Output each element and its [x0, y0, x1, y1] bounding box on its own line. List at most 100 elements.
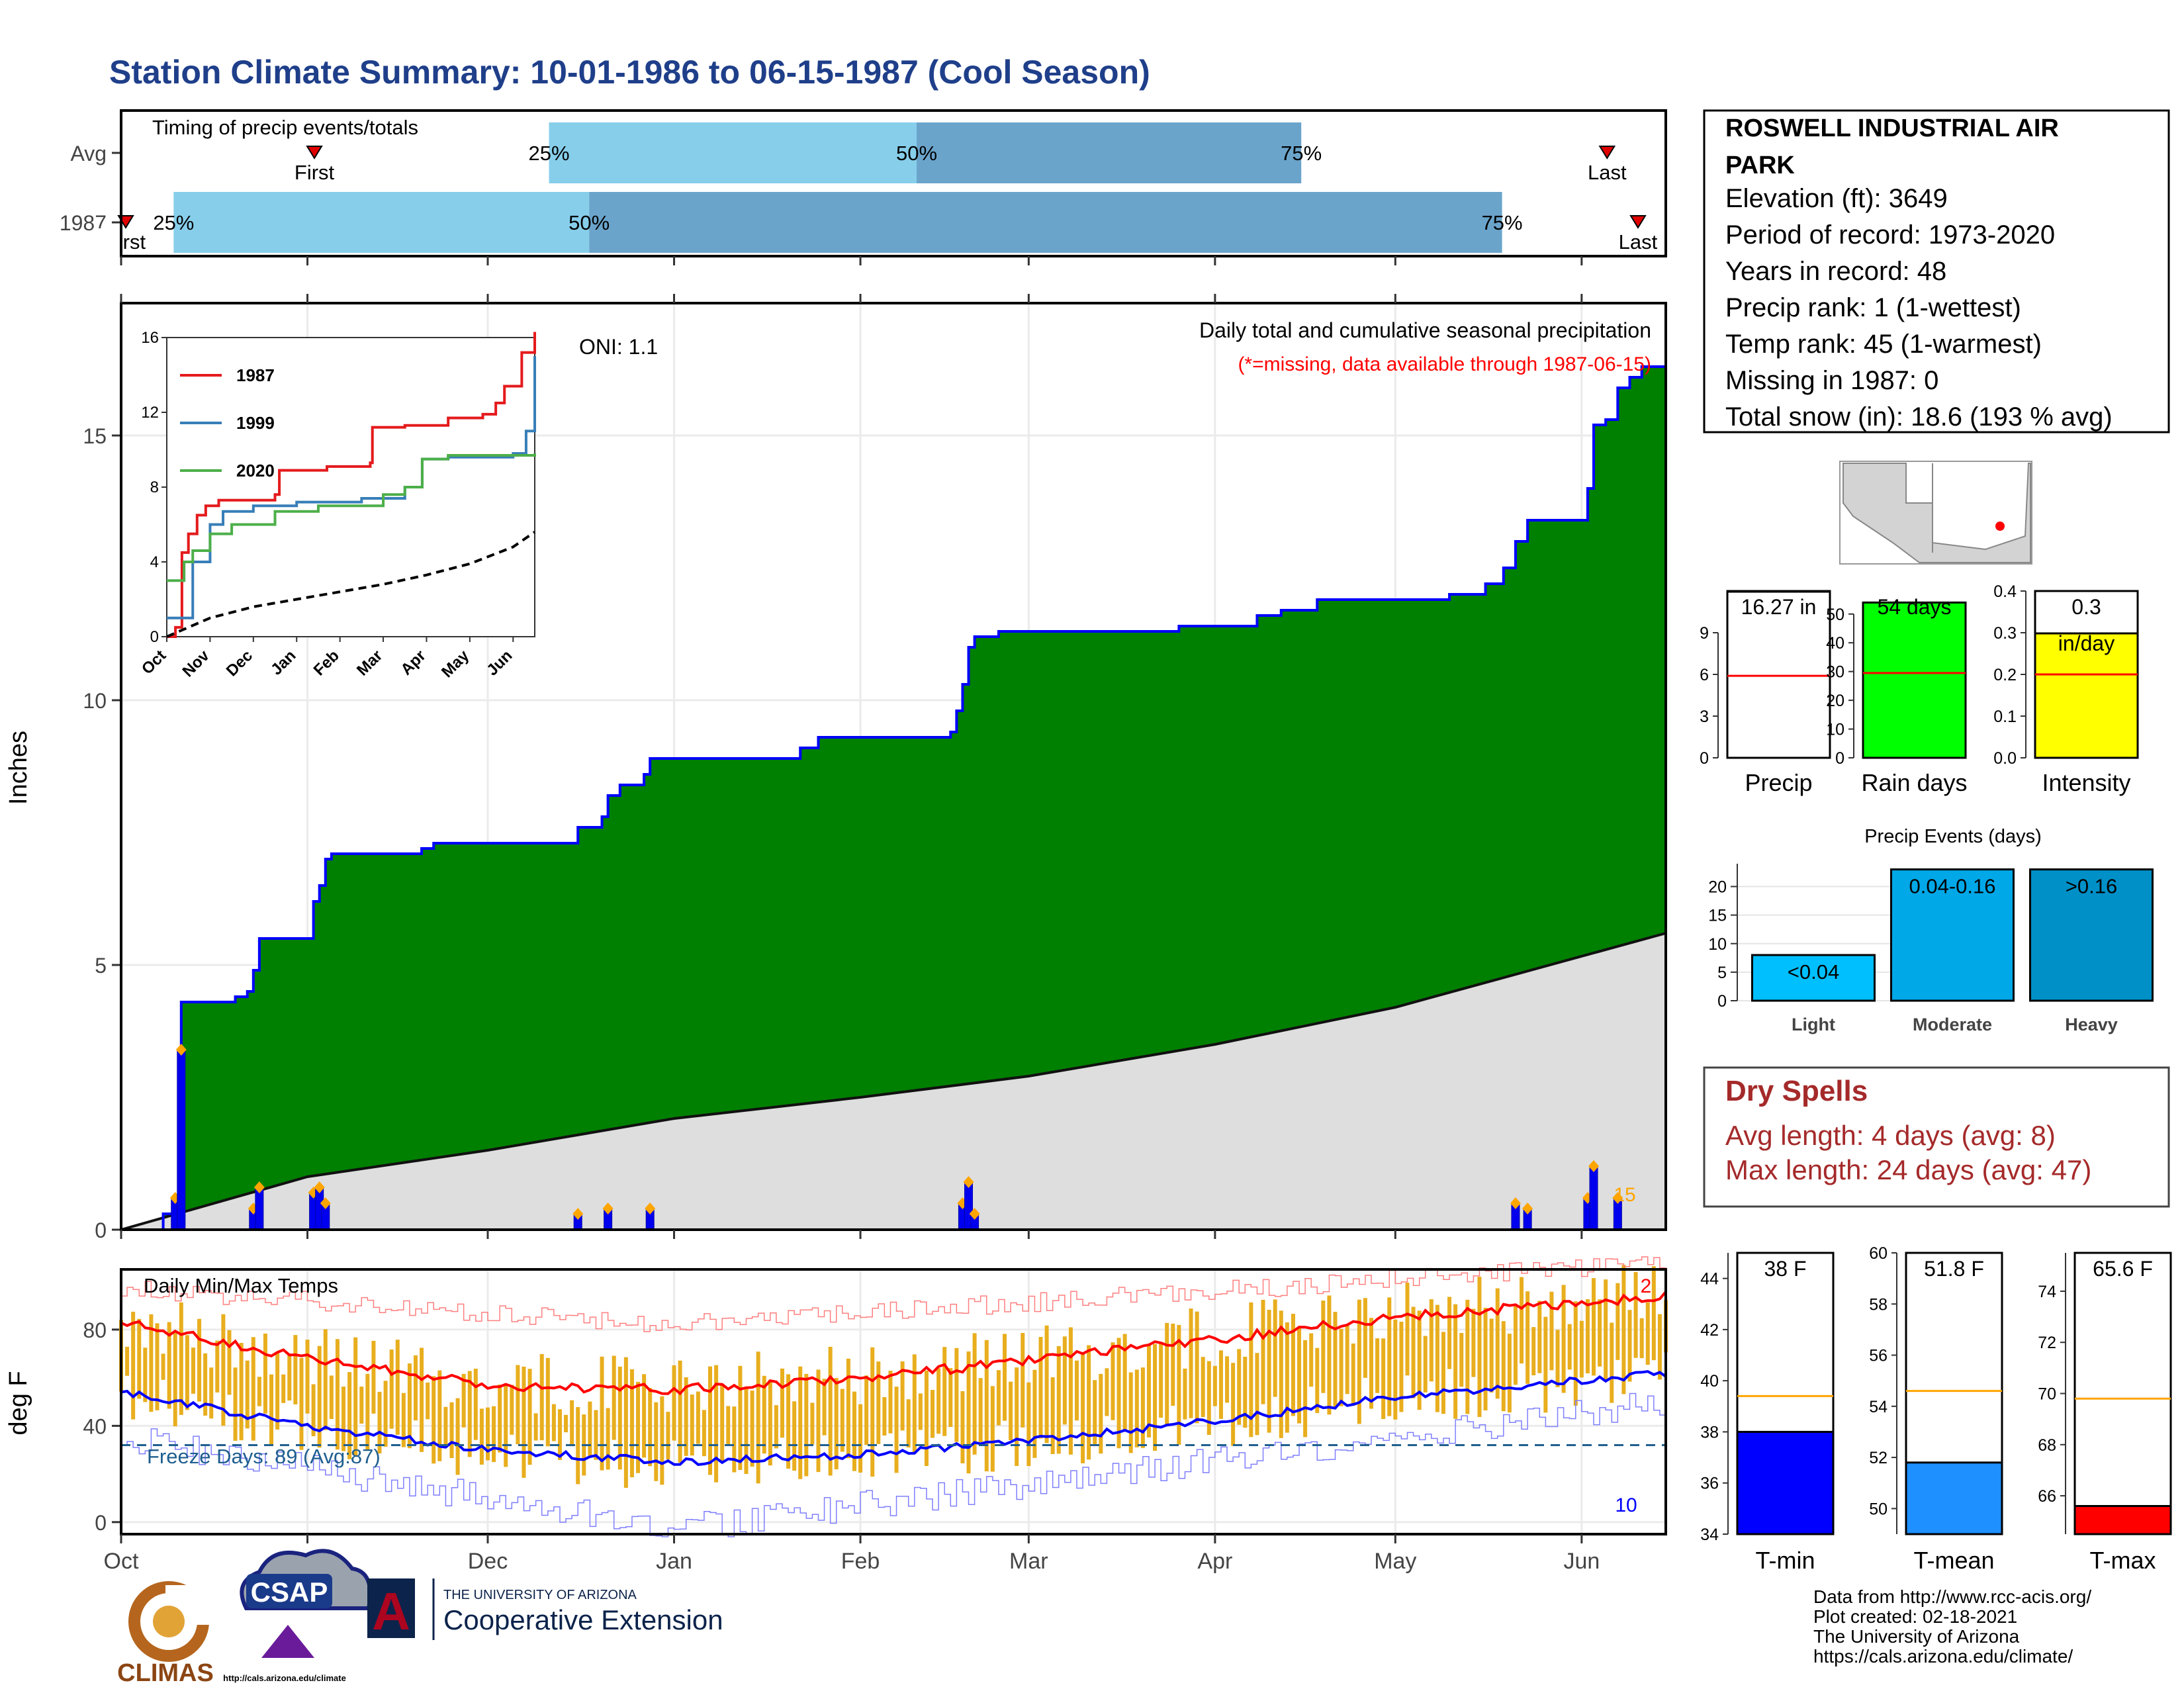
climas-logo-text: CLIMAS [117, 1659, 214, 1687]
daily-temp-bar [299, 1357, 304, 1450]
daily-temp-bar [768, 1379, 772, 1466]
daily-temp-bar [1165, 1322, 1169, 1426]
temp-plot-bg [121, 1269, 1666, 1534]
daily-temp-bar [636, 1381, 641, 1473]
station-snow: Total snow (in): 18.6 (193 % avg) [1725, 402, 2113, 432]
daily-temp-bar [882, 1396, 887, 1436]
last-marker [1598, 146, 1616, 160]
csap-url: http://cals.arizona.edu/climate [223, 1673, 346, 1683]
daily-temp-bar [455, 1398, 460, 1475]
daily-temp-bar [870, 1347, 875, 1477]
daily-temp-bar [1285, 1322, 1289, 1433]
daily-temp-bar [1146, 1345, 1151, 1438]
summary-x-label: Precip [1745, 769, 1812, 796]
last-label: Last [1619, 230, 1658, 253]
daily-temp-bar [1201, 1357, 1205, 1418]
daily-temp-bar [1423, 1336, 1428, 1393]
footer-created: Plot created: 02-18-2021 [1813, 1606, 2017, 1627]
daily-temp-bar [1585, 1299, 1590, 1374]
summary-x-label: Intensity [2042, 769, 2130, 796]
daily-temp-bar [287, 1354, 292, 1401]
daily-temp-bar [522, 1366, 526, 1478]
oni-label: ONI: 1.1 [579, 335, 658, 359]
summary-tick-label: 20 [1826, 692, 1844, 710]
daily-temp-bar [516, 1365, 520, 1445]
daily-temp-bar [1598, 1299, 1602, 1367]
ua-logo-letter: A [372, 1582, 410, 1641]
x-tick-label: Jan [656, 1549, 692, 1574]
station-missing: Missing in 1987: 0 [1725, 366, 1938, 395]
daily-temp-bar [744, 1388, 749, 1475]
temp-summary-tick-label: 68 [2038, 1436, 2056, 1455]
daily-temp-bar [1447, 1297, 1452, 1369]
daily-temp-bar [990, 1386, 995, 1472]
daily-temp-bar [1429, 1299, 1433, 1382]
daily-temp-bar [984, 1340, 989, 1472]
daily-temp-bar [1134, 1369, 1139, 1447]
summary-tick-label: 40 [1826, 634, 1844, 653]
daily-temp-bar [852, 1391, 856, 1471]
daily-temp-bar [840, 1389, 844, 1452]
events-x-label: Heavy [2065, 1015, 2118, 1034]
daily-temp-bar [642, 1374, 647, 1458]
timing-q75-label: 75% [1281, 142, 1322, 165]
daily-precip-marker [645, 1203, 656, 1214]
daily-temp-bar [1255, 1353, 1259, 1436]
daily-temp-bar [888, 1371, 893, 1434]
daily-temp-bar [1081, 1352, 1085, 1463]
daily-temp-bar [1026, 1382, 1031, 1467]
daily-temp-bar [762, 1375, 766, 1454]
daily-precip-marker [314, 1181, 325, 1193]
daily-temp-bar [1237, 1349, 1242, 1425]
footer-url: https://cals.arizona.edu/climate/ [1813, 1646, 2073, 1667]
events-bar-heavy [2029, 868, 2154, 1002]
daily-temp-bar [756, 1351, 760, 1484]
daily-temp-bar [323, 1329, 328, 1430]
daily-temp-bar [629, 1369, 634, 1478]
daily-temp-bar [293, 1335, 298, 1404]
station-info-box: ROSWELL INDUSTRIAL AIR PARK Elevation (ft)… [1703, 109, 2170, 434]
daily-temp-bar [864, 1375, 869, 1445]
summary-value-label: 16.27 in [1741, 595, 1817, 619]
daily-temp-bar [233, 1367, 238, 1441]
daily-temp-bar [1044, 1325, 1049, 1443]
daily-temp-bar [954, 1348, 959, 1442]
summary-value-unit: in/day [2058, 631, 2115, 655]
record-high-count: 2 [1641, 1275, 1652, 1297]
daily-temp-bar [1639, 1318, 1644, 1359]
daily-temp-bar [1357, 1299, 1361, 1424]
last-label: Last [1588, 161, 1627, 184]
daily-temp-bar [485, 1407, 490, 1461]
daily-temp-bar [1651, 1266, 1656, 1361]
daily-temp-bar [1477, 1277, 1482, 1417]
temp-summary-tick-label: 44 [1700, 1270, 1719, 1289]
temp-summary-value: 51.8 F [1924, 1257, 1984, 1281]
dry-frame [1703, 1066, 2170, 1208]
daily-temp-bar [467, 1371, 472, 1457]
daily-temp-bar [1068, 1327, 1073, 1455]
daily-temp-bar [846, 1358, 850, 1459]
daily-temp-bar [1032, 1369, 1037, 1458]
temp-summary-tick-label: 72 [2038, 1334, 2056, 1352]
summary-bar [1726, 590, 1831, 759]
temp-y-tick-label: 0 [95, 1511, 107, 1535]
daily-temp-bar [1531, 1327, 1536, 1376]
summary-tick-label: 0 [1700, 749, 1709, 768]
inset-y-tick-label: 4 [150, 553, 159, 571]
inset-series-line [166, 531, 536, 638]
timing-bar-q1 [549, 122, 917, 183]
dry-spells-box: Dry Spells Avg length: 4 days (avg: 8)Max… [1703, 1066, 2170, 1208]
events-tick-label: 15 [1708, 907, 1727, 925]
temp-summary-tick-label: 40 [1700, 1372, 1719, 1391]
daily-temp-bar [792, 1401, 797, 1471]
temp-summary-bar [1736, 1430, 1835, 1535]
daily-temp-bar [617, 1366, 622, 1470]
x-tick-label: Mar [1009, 1549, 1048, 1574]
summary-bar [2034, 631, 2139, 759]
daily-temp-bar [1249, 1302, 1253, 1438]
daily-temp-bar [1381, 1338, 1386, 1420]
daily-temp-bar [1495, 1288, 1500, 1399]
station-temp_rank: Temp rank: 45 (1-warmest) [1725, 330, 2042, 359]
daily-precip-marker [1588, 1160, 1600, 1172]
daily-temp-bar [1615, 1283, 1620, 1360]
